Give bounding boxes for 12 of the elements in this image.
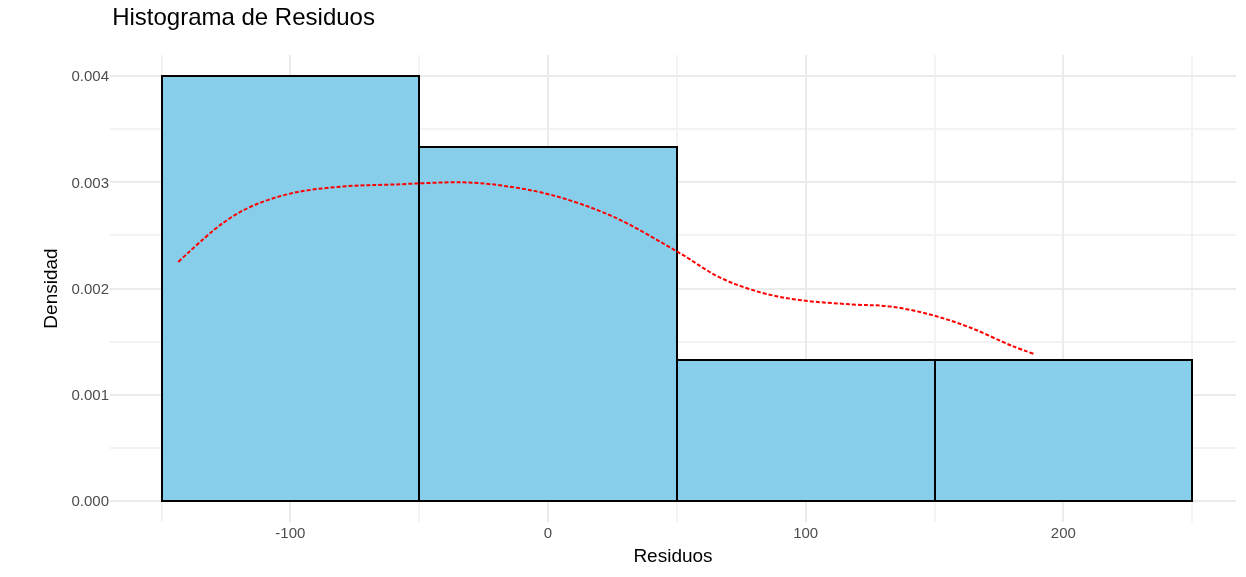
- x-tick-label: 0: [543, 524, 553, 541]
- x-tick-label: -100: [275, 524, 306, 541]
- chart-title: Histograma de Residuos: [112, 3, 375, 31]
- x-tick-label: 200: [1050, 524, 1076, 541]
- y-tick-label: 0.004: [71, 67, 109, 85]
- x-axis-title: Residuos: [633, 544, 713, 566]
- y-tick-label: 0.002: [71, 279, 109, 297]
- x-tick-label: 100: [793, 524, 819, 541]
- y-tick-label: 0.003: [71, 173, 109, 191]
- y-axis-title: Densidad: [40, 248, 62, 329]
- y-tick-label: 0.001: [71, 385, 109, 403]
- y-tick-label: 0.000: [71, 492, 109, 510]
